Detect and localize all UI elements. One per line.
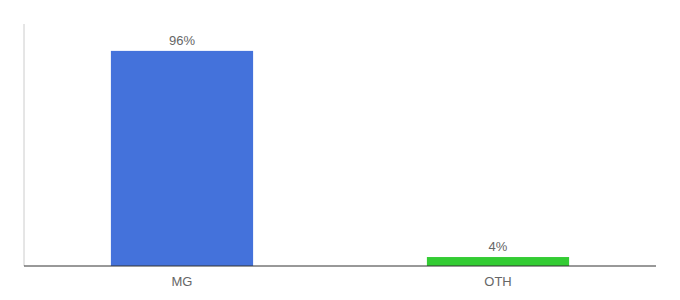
bar [111, 51, 253, 266]
x-axis-line [24, 266, 656, 267]
x-tick-label: MG [172, 274, 193, 289]
bars [111, 51, 569, 266]
y-axis-line [24, 24, 25, 266]
chart: 96% 4% MG OTH [0, 0, 680, 300]
x-tick-label: OTH [484, 274, 511, 289]
data-label: 4% [489, 239, 508, 254]
data-label: 96% [169, 33, 195, 48]
chart-container: 96% 4% MG OTH [0, 0, 680, 300]
bar [427, 257, 569, 266]
